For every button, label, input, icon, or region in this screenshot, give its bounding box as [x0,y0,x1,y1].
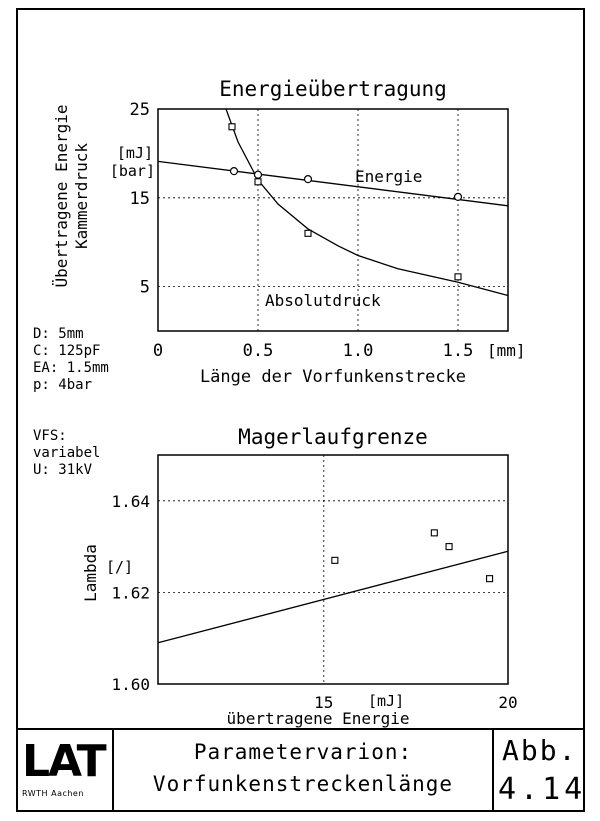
chart1-series-label-absolutdruck: Absolutdruck [265,291,381,310]
series-0-fit-line [157,160,509,207]
parameter-notes: D: 5mm C: 125pF EA: 1.5mm p: 4bar [33,326,109,394]
chart1-ylabel-pressure: Kammerdruck [72,143,91,249]
vfs-notes: VFS: variabel U: 31kV [33,428,100,479]
caption-line-1: Parametervarion: [193,740,413,764]
figure-label: Abb. [502,734,578,767]
figure-number-cell: Abb. 4.14 [494,730,583,812]
chart1-markers [228,123,463,281]
y-tick-label-0: 1.60 [111,675,150,694]
chart2-title: Magerlaufgrenze [238,425,428,449]
series-0-point-3 [445,543,453,551]
chart1-yunit-bar: [bar] [110,162,155,180]
y-tick-label-0: 5 [140,278,150,298]
chart2-yunit: [/] [106,558,133,576]
chart1-ylabel-energy: Übertragene Energie [52,104,71,287]
chart2-xlabel: übertragene Energie [226,709,409,728]
x-tick-label-1: 20 [498,693,517,712]
chart2-xunit: [mJ] [368,692,404,710]
chart2-markers [331,529,494,583]
chart2-plot-frame [157,454,509,685]
chart-magerlaufgrenze: 15 201.601.621.64 Magerlaufgrenze Lambda … [81,425,518,728]
caption-cell: Parametervarion: Vorfunkenstreckenlänge [114,730,494,812]
series-0-point-1 [486,575,494,583]
chart1-yunit-mj: [mJ] [117,144,153,162]
series-1-point-2 [304,229,312,237]
chart1-series-label-energie: Energie [355,167,422,186]
title-block: LAT RWTH Aachen Parametervarion: Vorfunk… [16,728,585,812]
y-tick-label-2: 25 [130,100,150,120]
figure-frame [16,8,585,812]
chart1-xlabel: Länge der Vorfunkenstrecke [200,367,466,387]
figure-number: 4.14 [498,772,587,807]
series-0-point-1 [253,170,263,179]
series-0-point-2 [430,529,438,537]
chart2-ylabel: Lambda [81,544,100,602]
y-tick-label-1: 1.62 [111,583,150,602]
note-pressure: p: 4bar [33,377,93,393]
lat-logo: LAT [22,736,107,787]
note-electrode-gap: EA: 1.5mm [33,360,109,376]
chart1-fit-lines [157,108,509,297]
x-tick-label-2: 1.0 [343,341,374,361]
x-tick-label-3: 1.5 [443,341,474,361]
note-capacitance: C: 125pF [33,343,101,359]
note-diameter: D: 5mm [33,326,84,342]
chart-energieuebertragung: 0 0.5 1.0 1.5 5 15 25 Übertragene Energie Kamm… [52,77,526,387]
y-tick-label-1: 15 [130,189,150,209]
x-tick-label-0: 0 [153,341,163,361]
series-0-point-3 [453,192,463,202]
series-0-point-0 [229,167,239,176]
caption-line-2: Vorfunkenstreckenlänge [152,772,454,796]
x-tick-label-0: 15 [314,693,333,712]
chart2-tick-labels: 15 20 1.60 1.62 1.64 [111,492,517,712]
note-voltage: U: 31kV [33,462,93,478]
chart2-grid [158,455,508,684]
note-vfs-variable: variabel [33,445,101,461]
series-1-fit-line [225,108,509,297]
series-1-point-0 [228,123,236,131]
chart1-title: Energieübertragung [219,77,447,101]
logo-cell: LAT RWTH Aachen [16,730,114,812]
series-0-point-2 [303,175,313,184]
series-1-point-1 [254,178,262,186]
lat-logo-subtitle: RWTH Aachen [22,789,84,798]
y-tick-label-2: 1.64 [111,492,150,511]
chart1-plot-frame [157,108,509,332]
chart2-fit-line [157,550,509,644]
chart1-tick-labels: 0 0.5 1.0 1.5 5 15 25 [130,100,474,361]
series-0-fit-line [157,550,509,644]
series-0-point-0 [331,556,339,564]
series-1-point-3 [454,273,462,281]
note-vfs: VFS: [33,428,67,444]
x-tick-label-1: 0.5 [243,341,274,361]
chart1-xunit: [mm] [487,341,526,360]
